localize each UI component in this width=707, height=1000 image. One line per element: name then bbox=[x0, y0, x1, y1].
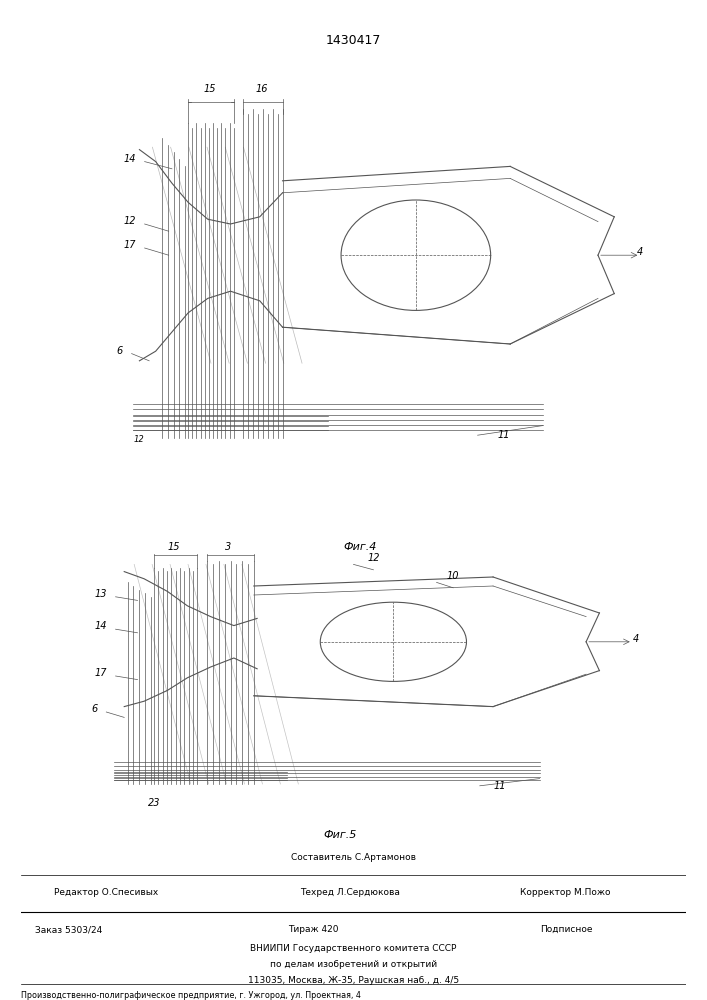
Text: Заказ 5303/24: Заказ 5303/24 bbox=[35, 925, 102, 934]
Text: 12: 12 bbox=[134, 435, 145, 444]
Text: Фиг.4: Фиг.4 bbox=[344, 542, 378, 552]
Text: 11: 11 bbox=[498, 430, 510, 440]
Text: 15: 15 bbox=[204, 84, 216, 94]
Text: Редактор О.Спесивых: Редактор О.Спесивых bbox=[54, 888, 158, 897]
Text: 11: 11 bbox=[493, 781, 506, 791]
Text: Составитель С.Артамонов: Составитель С.Артамонов bbox=[291, 853, 416, 862]
Text: 14: 14 bbox=[95, 621, 107, 631]
Text: 113035, Москва, Ж-35, Раушская наб., д. 4/5: 113035, Москва, Ж-35, Раушская наб., д. … bbox=[248, 976, 459, 985]
Text: 15: 15 bbox=[168, 542, 180, 552]
Text: Подписное: Подписное bbox=[540, 925, 592, 934]
Text: Корректор М.Пожо: Корректор М.Пожо bbox=[520, 888, 610, 897]
Text: 14: 14 bbox=[124, 154, 136, 164]
Text: 6: 6 bbox=[91, 704, 98, 714]
Text: Техред Л.Сердюкова: Техред Л.Сердюкова bbox=[300, 888, 400, 897]
Text: 23: 23 bbox=[148, 798, 160, 808]
Text: 3: 3 bbox=[226, 542, 232, 552]
Text: 1430417: 1430417 bbox=[326, 33, 381, 46]
Text: ВНИИПИ Государственного комитета СССР: ВНИИПИ Государственного комитета СССР bbox=[250, 944, 457, 953]
Text: 13: 13 bbox=[95, 589, 107, 599]
Text: 17: 17 bbox=[95, 668, 107, 678]
Text: Тираж 420: Тираж 420 bbox=[288, 925, 339, 934]
Text: Фиг.5: Фиг.5 bbox=[324, 830, 357, 840]
Text: Производственно-полиграфическое предприятие, г. Ужгород, ул. Проектная, 4: Производственно-полиграфическое предприя… bbox=[21, 991, 361, 1000]
Text: по делам изобретений и открытий: по делам изобретений и открытий bbox=[270, 960, 437, 969]
Text: 16: 16 bbox=[255, 84, 268, 94]
Text: 4: 4 bbox=[633, 634, 639, 644]
Text: 4: 4 bbox=[637, 247, 643, 257]
Text: 10: 10 bbox=[447, 571, 460, 581]
Text: 17: 17 bbox=[124, 240, 136, 250]
Text: 12: 12 bbox=[124, 216, 136, 226]
Text: 6: 6 bbox=[117, 346, 123, 356]
Text: 12: 12 bbox=[367, 553, 380, 563]
